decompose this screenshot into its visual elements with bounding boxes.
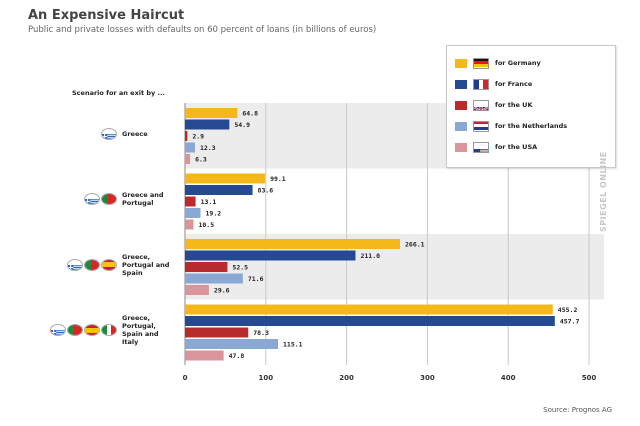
bar (185, 196, 196, 207)
x-tick-label: 400 (501, 374, 516, 382)
data-label: 99.1 (270, 175, 286, 183)
data-label: 2.9 (192, 133, 204, 141)
flag-es-icon (101, 258, 117, 271)
x-tick-label: 200 (339, 374, 354, 382)
bar (185, 154, 191, 164)
category-label: Greece, Portugal and Spain (122, 252, 170, 277)
flag-gr-icon (50, 324, 66, 337)
data-label: 211.0 (360, 252, 380, 260)
bar (185, 250, 356, 261)
legend-label: for the USA (495, 143, 538, 151)
data-label: 266.1 (405, 241, 425, 249)
bar (185, 316, 555, 326)
legend-item: for the Netherlands (455, 119, 567, 133)
data-label: 455.2 (558, 306, 578, 314)
legend-label: for the Netherlands (495, 122, 568, 130)
flag-gr-icon (101, 127, 117, 140)
data-label: 457.7 (560, 318, 580, 326)
category-label: Greece, Portugal, Spain and Italy (122, 314, 159, 347)
flag-pt-icon (101, 193, 117, 206)
legend-item: for the USA (455, 140, 537, 154)
category-flags (101, 127, 117, 140)
legend-swatch (455, 100, 467, 110)
data-label: 52.5 (232, 264, 248, 272)
data-label: 19.2 (206, 210, 222, 218)
category-label: Greece and Portugal (122, 191, 164, 208)
flag-pt-icon (67, 324, 83, 337)
data-label: 78.3 (253, 329, 269, 337)
legend-label: for the UK (495, 101, 533, 109)
flag-uk-icon (473, 99, 489, 111)
flag-it-icon (101, 324, 117, 337)
legend-item: for Germany (455, 56, 541, 70)
legend-swatch (455, 142, 467, 152)
bar (185, 131, 188, 141)
bar (185, 173, 266, 184)
bar (185, 239, 401, 249)
x-tick-label: 0 (183, 374, 188, 382)
bar (185, 119, 230, 130)
legend-label: for Germany (495, 59, 541, 67)
flag-nl-icon (473, 120, 489, 132)
flag-us-icon (473, 141, 489, 153)
data-label: 6.3 (195, 156, 207, 164)
flag-fr-icon (473, 78, 489, 90)
chart-subtitle: Public and private losses with defaults … (28, 25, 377, 35)
source-note: Source: Prognos AG (543, 406, 612, 414)
bar (185, 185, 253, 195)
x-tick-label: 300 (420, 374, 435, 382)
legend-swatch (455, 121, 467, 131)
flag-gr-icon (67, 258, 83, 271)
bar (185, 219, 194, 230)
bar (185, 273, 243, 284)
bar (185, 262, 228, 272)
legend-label: for France (495, 80, 533, 88)
data-label: 47.8 (229, 352, 245, 360)
legend-swatch (455, 58, 467, 68)
chart-title: An Expensive Haircut (28, 8, 185, 23)
data-label: 13.1 (201, 198, 217, 206)
flag-gr-icon (84, 193, 100, 206)
data-label: 10.5 (198, 221, 214, 229)
flag-de-icon (473, 57, 489, 69)
bar (185, 327, 249, 338)
data-label: 64.8 (242, 110, 258, 118)
chart-legend: for Germany for France for the UK for the N… (446, 45, 616, 168)
flag-es-icon (84, 324, 100, 337)
flag-pt-icon (84, 258, 100, 271)
scenario-label: Scenario for an exit by ... (72, 89, 165, 97)
data-label: 29.6 (214, 287, 230, 295)
category-flags (50, 324, 117, 337)
data-label: 115.1 (283, 341, 303, 349)
bar (185, 304, 553, 315)
data-label: 83.6 (258, 187, 274, 195)
bar (185, 350, 224, 361)
bar (185, 339, 279, 349)
data-label: 54.9 (234, 121, 250, 129)
watermark: SPIEGEL ONLINE (599, 151, 608, 232)
bar (185, 285, 209, 295)
bar (185, 208, 201, 218)
legend-swatch (455, 79, 467, 89)
x-tick-label: 500 (582, 374, 597, 382)
category-flags (84, 193, 117, 206)
category-label: Greece (122, 129, 148, 138)
category-flags (67, 258, 117, 271)
bar (185, 108, 238, 118)
x-tick-label: 100 (258, 374, 273, 382)
legend-item: for France (455, 77, 532, 91)
data-label: 12.3 (200, 144, 216, 152)
bar (185, 142, 195, 153)
data-label: 71.6 (248, 275, 264, 283)
legend-item: for the UK (455, 98, 532, 112)
